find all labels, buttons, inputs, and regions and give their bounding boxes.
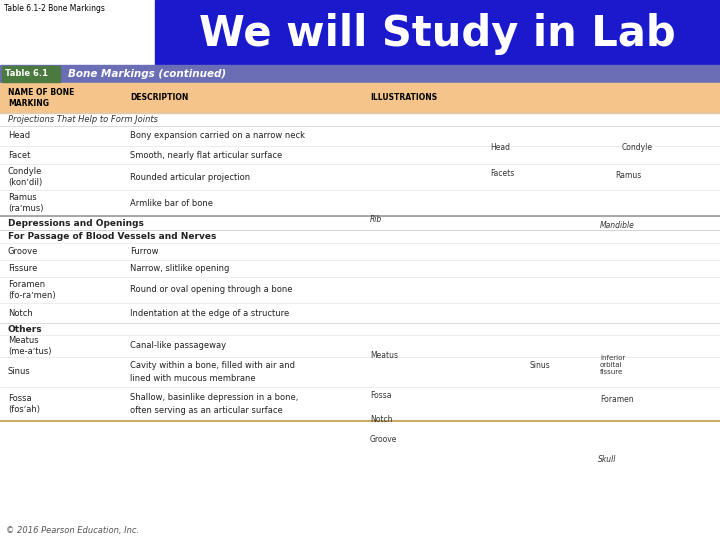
Text: Notch: Notch (8, 308, 32, 318)
Text: Rib: Rib (370, 215, 382, 225)
Text: Sinus: Sinus (530, 361, 551, 369)
Text: Narrow, slitlike opening: Narrow, slitlike opening (130, 264, 230, 273)
Text: Ramus: Ramus (615, 171, 642, 179)
Text: Table 6.1: Table 6.1 (5, 70, 48, 78)
Text: Bony expansion carried on a narrow neck: Bony expansion carried on a narrow neck (130, 132, 305, 140)
Text: ILLUSTRATIONS: ILLUSTRATIONS (370, 93, 437, 103)
Text: Mandible: Mandible (600, 220, 635, 230)
Text: © 2016 Pearson Education, Inc.: © 2016 Pearson Education, Inc. (6, 525, 139, 535)
Text: Shallow, basinlike depression in a bone,
often serving as an articular surface: Shallow, basinlike depression in a bone,… (130, 393, 298, 415)
Text: Cavity within a bone, filled with air and
lined with mucous membrane: Cavity within a bone, filled with air an… (130, 361, 295, 383)
Text: Table 6.1-2 Bone Markings: Table 6.1-2 Bone Markings (4, 4, 105, 13)
Text: Projections That Help to Form Joints: Projections That Help to Form Joints (8, 116, 158, 125)
Text: We will Study in Lab: We will Study in Lab (199, 13, 676, 55)
Text: Smooth, nearly flat articular surface: Smooth, nearly flat articular surface (130, 151, 282, 159)
Text: Others: Others (8, 325, 42, 334)
Text: Round or oval opening through a bone: Round or oval opening through a bone (130, 286, 292, 294)
Text: Depressions and Openings: Depressions and Openings (8, 219, 144, 227)
Text: Skull: Skull (598, 456, 616, 464)
Text: Sinus: Sinus (8, 368, 31, 376)
Bar (2, 66, 60, 82)
Text: Fossa
(fosʼah): Fossa (fosʼah) (8, 394, 40, 414)
Text: Meatus: Meatus (370, 350, 398, 360)
Text: NAME OF BONE
MARKING: NAME OF BONE MARKING (8, 88, 74, 108)
Text: Condyle: Condyle (622, 144, 653, 152)
Text: DESCRIPTION: DESCRIPTION (130, 93, 189, 103)
Text: Canal-like passageway: Canal-like passageway (130, 341, 226, 350)
Text: Condyle
(konʼdil): Condyle (konʼdil) (8, 167, 42, 187)
Text: Furrow: Furrow (130, 247, 158, 256)
Text: Fissure: Fissure (8, 264, 37, 273)
Text: For Passage of Blood Vessels and Nerves: For Passage of Blood Vessels and Nerves (8, 232, 217, 241)
Text: Groove: Groove (370, 435, 397, 444)
Text: Groove: Groove (8, 247, 38, 256)
Text: Foramen
(fo-raʼmen): Foramen (fo-raʼmen) (8, 280, 55, 300)
Text: Head: Head (8, 132, 30, 140)
Text: Meatus
(me-aʼtus): Meatus (me-aʼtus) (8, 336, 52, 356)
Text: Bone Markings (continued): Bone Markings (continued) (68, 69, 226, 79)
Bar (0, 65, 720, 83)
Text: Ramus
(raʼmus): Ramus (raʼmus) (8, 193, 43, 213)
Text: Inferior
orbital
fissure: Inferior orbital fissure (600, 355, 625, 375)
Text: Rounded articular projection: Rounded articular projection (130, 172, 250, 181)
Bar (155, 0, 720, 65)
Text: Indentation at the edge of a structure: Indentation at the edge of a structure (130, 308, 289, 318)
Text: Notch: Notch (370, 415, 392, 424)
Text: Armlike bar of bone: Armlike bar of bone (130, 199, 213, 207)
Text: Foramen: Foramen (600, 395, 634, 404)
Text: Fossa: Fossa (370, 390, 392, 400)
Text: Head: Head (490, 144, 510, 152)
Text: Facet: Facet (8, 151, 30, 159)
Text: Facets: Facets (490, 168, 514, 178)
Bar (0, 83, 720, 113)
